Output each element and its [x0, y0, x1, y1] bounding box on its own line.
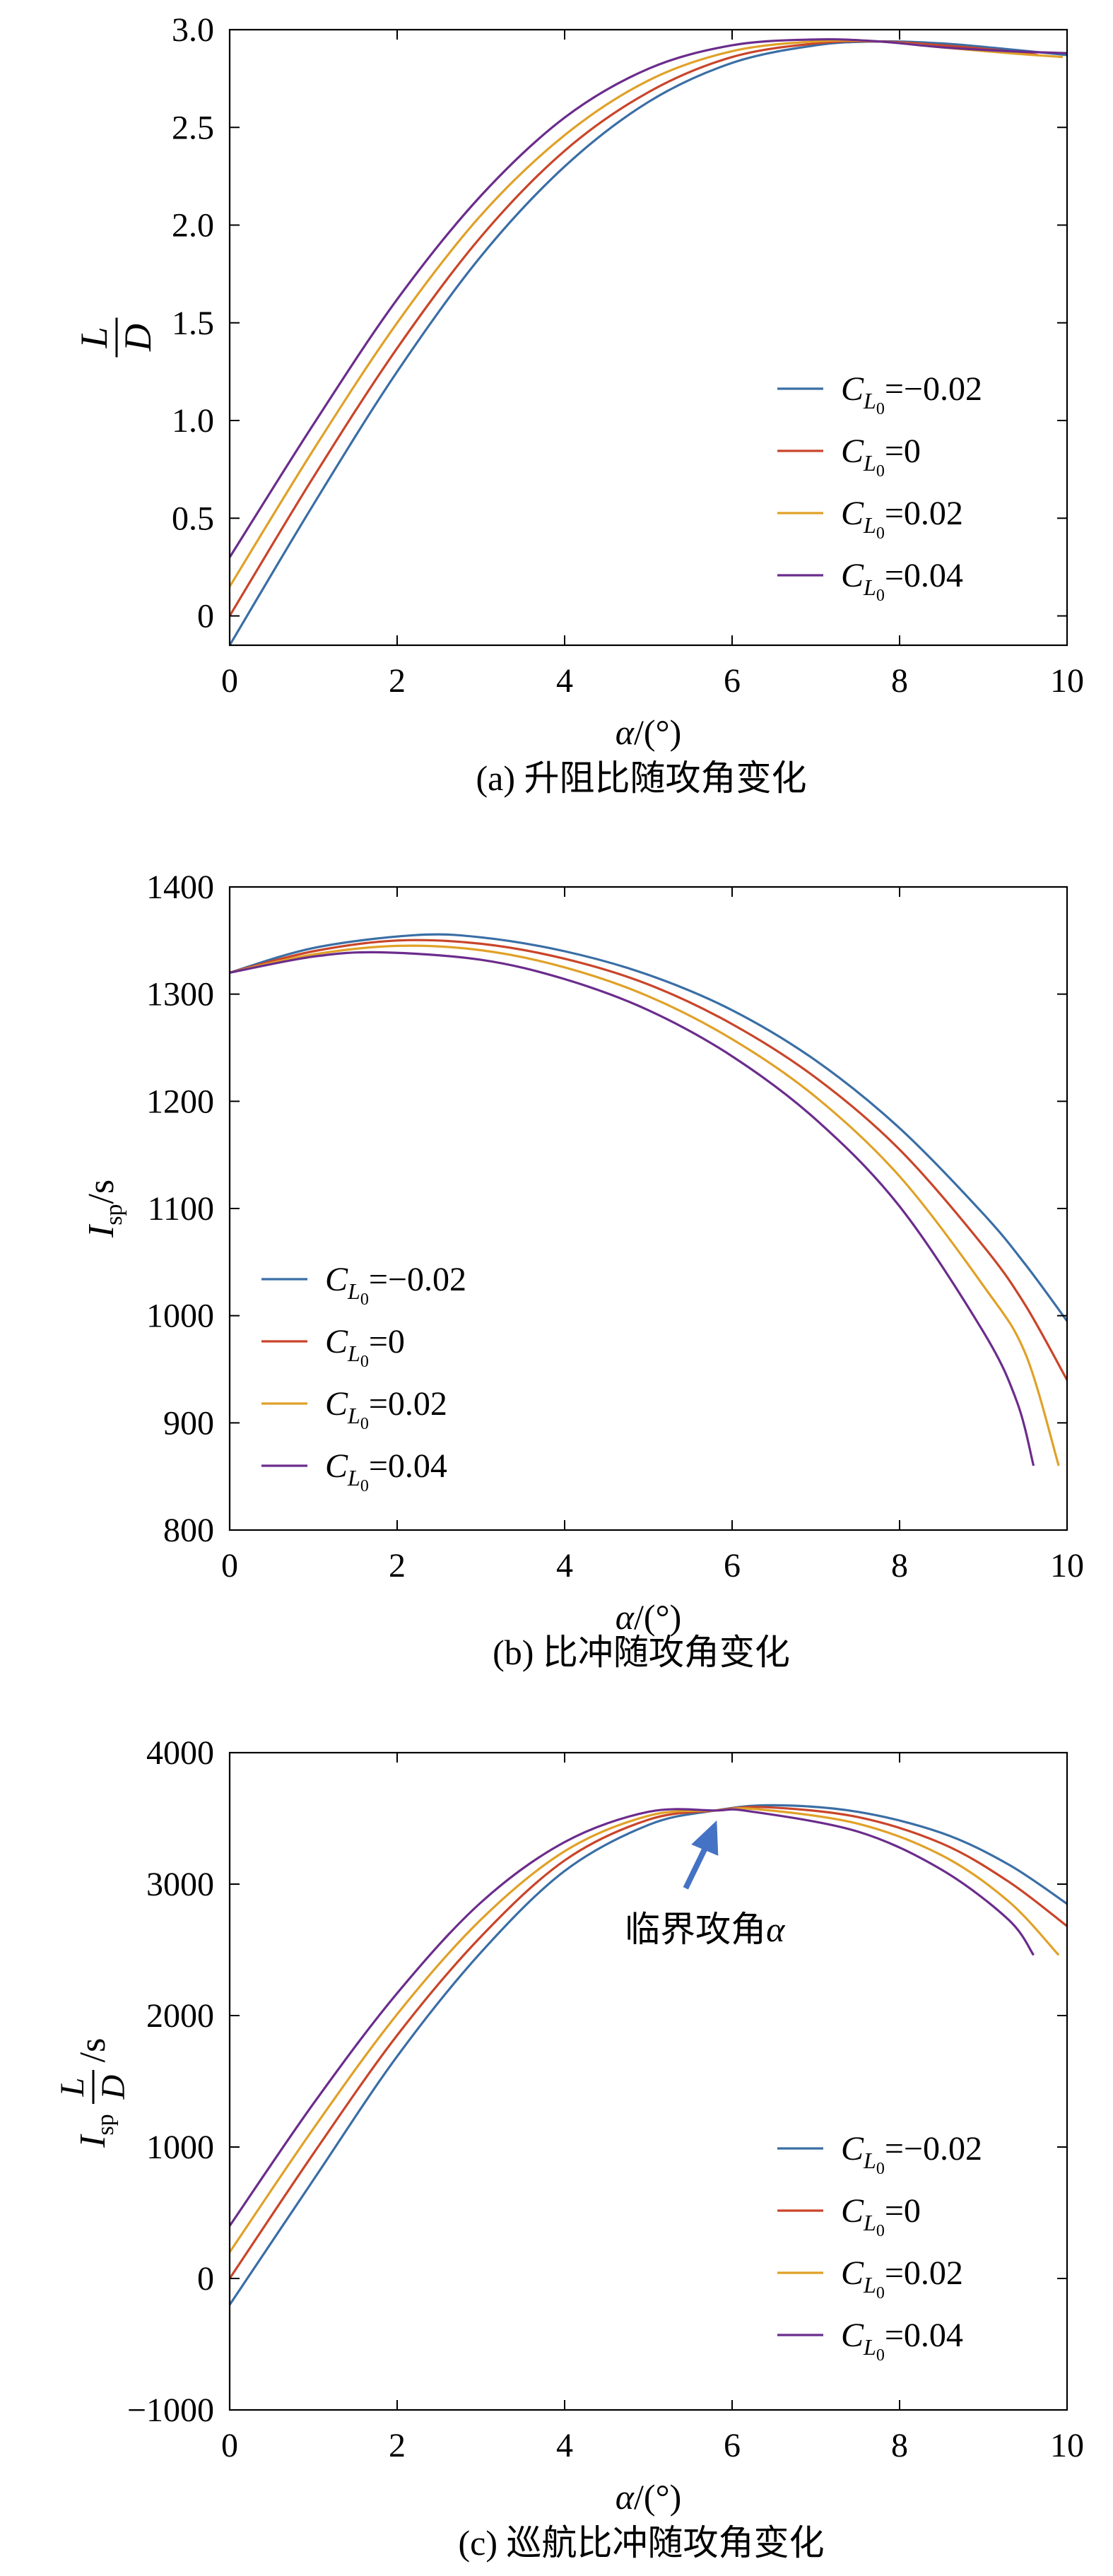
y-tick-label: 0	[197, 2260, 214, 2298]
y-tick-label: 800	[163, 1512, 214, 1549]
svg-text:/s: /s	[73, 2038, 113, 2063]
legend: CL0=−0.02 CL0=0 CL0=0.02 CL0=0.04	[777, 2130, 982, 2365]
svg-text:L: L	[54, 2078, 91, 2098]
series-line-2	[230, 40, 1038, 617]
series-line-1	[230, 933, 1067, 1322]
y-tick-label: 2.0	[172, 207, 214, 245]
panel-caption: (a) 升阻比随攻角变化	[476, 758, 807, 798]
svg-text:Isp/s: Isp/s	[81, 1180, 127, 1238]
series-line-2	[230, 1806, 1067, 2279]
chart-panel-2: 0 2 4 6 8 10 800 900 1000 1100 1200 1300 1400 α/(°) Is…	[81, 869, 1084, 1672]
annotation-label: 临界攻角α	[625, 1910, 786, 1949]
legend-entry: CL0=−0.02	[841, 370, 982, 418]
series-line-4	[230, 951, 1035, 1466]
legend-entry: CL0=0.04	[841, 2317, 963, 2365]
y-tick-label: 2000	[146, 1997, 214, 2035]
x-tick-label: 0	[221, 1547, 238, 1584]
x-tick-label: 10	[1050, 662, 1084, 700]
series-line-4	[230, 1808, 1035, 2227]
y-axis-label: Isp L D/s	[54, 2038, 132, 2148]
x-tick-label: 8	[891, 1547, 908, 1584]
legend-entry: CL0=0	[325, 1323, 405, 1371]
x-tick-label: 6	[724, 2427, 741, 2464]
y-tick-label: 1200	[146, 1083, 214, 1120]
y-tick-label: 0.5	[172, 500, 214, 537]
panel-caption: (c) 巡航比冲随攻角变化	[459, 2523, 825, 2563]
legend: CL0=−0.02 CL0=0 CL0=0.02 CL0=0.04	[777, 370, 982, 605]
svg-text:D: D	[95, 2075, 132, 2100]
x-tick-label: 8	[891, 662, 908, 700]
chart-panel-1: 0 2 4 6 8 10 0 0.5 1.0 1.5 2.0 2.5 3.0 α/(°) L D CL0=−0.…	[73, 11, 1084, 798]
x-tick-label: 4	[556, 662, 573, 700]
x-tick-label: 6	[724, 1547, 741, 1584]
x-tick-label: 2	[389, 1547, 406, 1584]
plot-frame	[228, 1751, 1068, 2411]
series-line-4	[230, 37, 1067, 558]
y-tick-label: 0	[197, 598, 214, 635]
x-tick-label: 6	[724, 662, 741, 700]
legend: CL0=−0.02 CL0=0 CL0=0.02 CL0=0.04	[261, 1261, 466, 1495]
x-tick-label: 10	[1050, 1547, 1084, 1584]
series-line-3	[230, 944, 1060, 1466]
y-tick-label: 1400	[146, 869, 214, 906]
series-line-1	[230, 40, 1067, 645]
svg-text:Isp: Isp	[73, 2114, 119, 2148]
y-tick-label: 900	[163, 1404, 214, 1442]
y-tick-label: 2.5	[172, 109, 214, 146]
legend-entry: CL0=0.04	[841, 557, 963, 605]
y-axis-label: Isp/s	[81, 1180, 127, 1238]
panel-caption: (b) 比冲随攻角变化	[493, 1633, 790, 1672]
y-tick-label: −1000	[127, 2392, 214, 2429]
y-tick-label: 1.5	[172, 305, 214, 342]
legend-entry: CL0=0	[841, 433, 921, 481]
series-line-3	[230, 1807, 1060, 2253]
y-tick-label: 1000	[146, 1298, 214, 1335]
legend-entry: CL0=0.02	[841, 2254, 963, 2302]
x-axis-label: α/(°)	[616, 1597, 681, 1637]
legend-entry: CL0=−0.02	[325, 1261, 466, 1309]
x-tick-label: 0	[221, 662, 238, 700]
series-line-2	[230, 939, 1067, 1381]
x-tick-label: 2	[389, 662, 406, 700]
x-tick-label: 0	[221, 2427, 238, 2464]
x-tick-label: 4	[556, 2427, 573, 2464]
x-tick-label: 8	[891, 2427, 908, 2464]
y-tick-label: 3.0	[172, 11, 214, 49]
x-tick-label: 10	[1050, 2427, 1084, 2464]
legend-entry: CL0=−0.02	[841, 2130, 982, 2178]
annotation-arrow-head	[691, 1820, 719, 1856]
legend-entry: CL0=0.02	[841, 495, 963, 543]
y-tick-label: 1300	[146, 976, 214, 1013]
y-tick-label: 3000	[146, 1866, 214, 1903]
legend-entry: CL0=0.04	[325, 1447, 447, 1495]
x-tick-label: 4	[556, 1547, 573, 1584]
y-tick-label: 1100	[148, 1190, 214, 1228]
series-line-1	[230, 1804, 1067, 2306]
legend-entry: CL0=0	[841, 2192, 921, 2240]
x-axis-label: α/(°)	[616, 2477, 681, 2517]
x-tick-label: 2	[389, 2427, 406, 2464]
y-tick-label: 1.0	[172, 402, 214, 440]
y-tick-label: 1000	[146, 2129, 214, 2166]
critical-angle-annotation: 临界攻角α	[625, 1820, 786, 1949]
x-axis-label: α/(°)	[616, 712, 681, 752]
svg-text:L: L	[73, 327, 115, 348]
legend-entry: CL0=0.02	[325, 1385, 447, 1433]
plot-frame	[228, 28, 1068, 647]
y-tick-label: 4000	[146, 1734, 214, 1772]
svg-text:D: D	[117, 324, 159, 352]
